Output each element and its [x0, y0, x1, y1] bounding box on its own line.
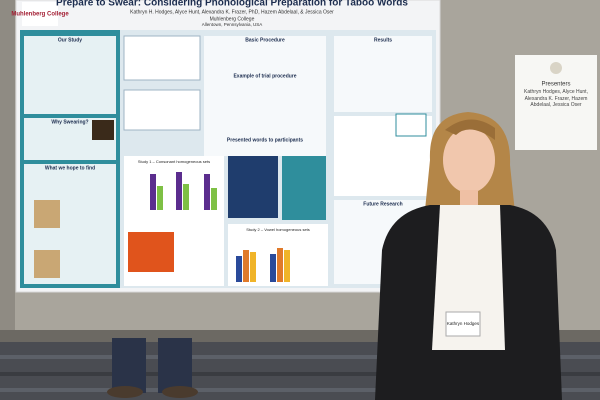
- shoe: [107, 386, 143, 398]
- sign-names: Kathryn Hodges, Alyce Hunt, Alexandra K.…: [524, 89, 588, 108]
- dog-photo: [92, 120, 114, 140]
- leg: [112, 338, 146, 393]
- cartoon: [34, 200, 60, 228]
- carpet-stripe: [0, 388, 600, 392]
- bar-graphic: [236, 256, 242, 282]
- word-table: [123, 35, 201, 81]
- section-heading: Why Swearing?: [51, 119, 88, 125]
- badge: [445, 311, 481, 337]
- bar-graphic: [211, 188, 217, 210]
- institution: Muhlenberg College: [210, 16, 255, 22]
- authors: Kathryn H. Hodges, Alyce Hunt, Alexandra…: [130, 9, 334, 15]
- diagram-box: [395, 113, 427, 137]
- section-heading: Basic Procedure: [245, 37, 285, 43]
- section-heading: Results: [374, 37, 392, 43]
- panel: [334, 36, 432, 112]
- bar-graphic: [284, 250, 290, 282]
- callout: [228, 156, 278, 218]
- hair-part: [445, 119, 495, 140]
- callout: [128, 232, 174, 272]
- location: Allentown, Pennsylvania, USA: [202, 22, 263, 27]
- bar-graphic: [243, 250, 249, 282]
- sign-heading: Presenters: [541, 82, 570, 88]
- shoe: [162, 386, 198, 398]
- section-heading: Future Research: [363, 201, 402, 207]
- face: [443, 127, 495, 193]
- panel: [24, 36, 116, 114]
- bar-graphic: [157, 186, 163, 210]
- section-heading: Our Study: [58, 37, 82, 43]
- bar-graphic: [150, 174, 156, 210]
- bar-graphic: [204, 174, 210, 210]
- sign-seal: [550, 62, 562, 74]
- sign-names-box: Kathryn Hodges, Alyce Hunt, Alexandra K.…: [524, 89, 588, 108]
- carpet-stripe: [0, 355, 600, 359]
- logo-box: [22, 2, 58, 26]
- poster-title: Prepare to Swear: Considering Phonologic…: [56, 0, 408, 9]
- bar-graphic: [270, 254, 276, 282]
- logo: Muhlenberg College: [11, 12, 69, 18]
- callout: [282, 156, 326, 220]
- chart-title: Study 1 – Consonant homogeneous sets: [138, 159, 210, 164]
- bar-graphic: [183, 184, 189, 210]
- leg: [158, 338, 192, 393]
- chart-title: Study 2 – Vowel homogeneous sets: [246, 227, 310, 232]
- word-table: [123, 89, 201, 131]
- bar-graphic: [277, 248, 283, 282]
- procedure-panel: [204, 36, 326, 156]
- bar-graphic: [250, 252, 256, 282]
- section-heading: Presented words to participants: [227, 137, 303, 143]
- section-headings: Our Study Why Swearing? What we hope to fi…: [45, 37, 403, 232]
- cartoon: [34, 250, 60, 278]
- section-heading: What we hope to find: [45, 165, 95, 171]
- bar-graphic: [176, 172, 182, 210]
- section-heading: Example of trial procedure: [233, 73, 296, 79]
- badge-name: Kathryn Hodges: [447, 321, 480, 326]
- wall-panel: [0, 0, 15, 345]
- carpet-stripe: [0, 372, 600, 376]
